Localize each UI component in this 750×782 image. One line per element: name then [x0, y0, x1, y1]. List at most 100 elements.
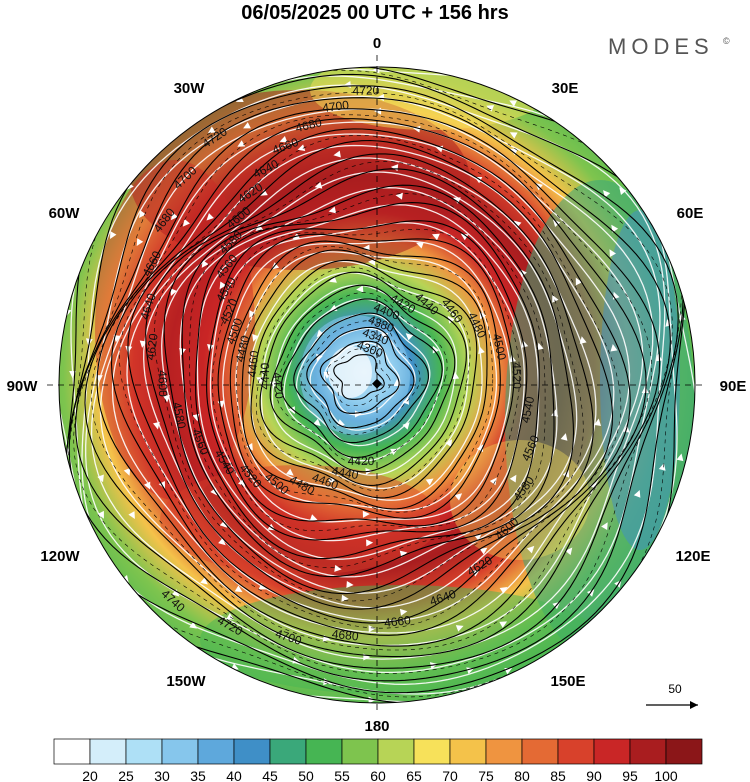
streamline [99, 121, 644, 647]
lon-label-0: 0 [373, 35, 381, 52]
streamline-arrow-icon [207, 126, 216, 134]
colorbar-cell [305, 738, 343, 765]
streamline-arrow-icon [499, 587, 508, 594]
contour-label: 4540 [518, 395, 537, 424]
streamline-arrow-icon [579, 336, 587, 344]
streamline [209, 222, 525, 542]
streamline [271, 284, 457, 476]
contour-line [241, 249, 488, 510]
colorbar-cell [341, 738, 379, 765]
colorbar-label: 65 [406, 768, 422, 782]
colorbar-cell [449, 738, 487, 765]
streamline-arrow-icon [249, 310, 256, 318]
contour-line [181, 184, 555, 578]
streamline-arrow-icon [170, 288, 177, 296]
contour-line [306, 326, 415, 429]
streamline-arrow-icon [329, 276, 337, 283]
lon-label-60w: 60W [49, 205, 81, 222]
contour-line [269, 284, 456, 473]
lon-label-30e: 30E [552, 80, 579, 97]
colorbar-cell [521, 738, 559, 765]
streamline [126, 144, 615, 622]
streamline-arrow-icon [128, 511, 135, 519]
patch-se-yellow [450, 440, 590, 560]
streamline-arrow-icon [110, 231, 117, 239]
streamline-arrow-icon [460, 233, 469, 241]
lon-label-90w: 90W [7, 378, 39, 395]
streamline-arrow-icon [478, 346, 485, 355]
streamline-arrow-icon [123, 468, 131, 476]
streamline-arrow-icon [246, 443, 253, 451]
lon-label-90e: 90E [720, 378, 747, 395]
streamline [161, 171, 578, 594]
streamline-arrow-icon [676, 453, 684, 462]
colorbar-cell [233, 738, 271, 765]
streamline-arrow-icon [399, 608, 408, 616]
colorbar-label: 35 [190, 768, 206, 782]
streamline-arrow-icon [445, 439, 453, 447]
streamline-arrow-icon [366, 539, 374, 547]
streamline-arrow-icon [258, 690, 267, 698]
streamline-arrow-icon [328, 476, 337, 483]
contour-label: 4720 [352, 83, 379, 98]
streamline-arrow-icon [416, 241, 424, 249]
lon-label-150e: 150E [550, 673, 585, 690]
streamline-arrow-icon [545, 103, 553, 111]
contour-label: 4580 [170, 401, 189, 430]
contour-line [84, 108, 661, 658]
contour-line [163, 168, 575, 595]
streamline-arrow-icon [189, 621, 197, 629]
streamline-arrow-icon [136, 238, 144, 246]
streamline-arrow-icon [641, 386, 649, 394]
streamline-arrow-icon [447, 315, 455, 324]
contour-label: 4440 [258, 362, 272, 389]
streamline-arrow-icon [314, 181, 323, 189]
contour-label: 4420 [348, 454, 375, 468]
streamline-arrow-icon [237, 140, 246, 147]
contour-line [68, 85, 679, 682]
streamline-arrow-icon [644, 197, 652, 206]
streamline-arrow-icon [243, 122, 251, 129]
patch-north-yellow [310, 67, 550, 130]
streamline-arrow-icon [489, 477, 497, 486]
streamline-arrow-icon [499, 621, 508, 628]
streamline-arrow-icon [255, 224, 264, 231]
contour-line-dashed [327, 348, 391, 406]
streamline-arrow-icon [374, 107, 382, 115]
streamline-arrow-icon [362, 510, 370, 518]
streamline-arrow-icon [376, 93, 384, 101]
contour-line [229, 240, 501, 519]
streamline-arrow-icon [619, 187, 627, 195]
colorbar-cell [125, 738, 163, 765]
colorbar-label: 30 [154, 768, 170, 782]
contour-label: 4440 [331, 464, 360, 483]
streamline-arrow-icon [452, 371, 460, 380]
brand-name: MODES [608, 34, 714, 59]
contour-label: 4480 [233, 334, 253, 363]
height-contours [64, 67, 686, 703]
colorbar-label: 80 [514, 768, 530, 782]
contour-line [259, 271, 467, 486]
colorbar-label: 75 [478, 768, 494, 782]
contour-line-dashed [189, 193, 546, 568]
streamline-arrow-icon [288, 406, 295, 415]
colorbar-label: 70 [442, 768, 458, 782]
streamline [179, 187, 558, 578]
contour-line-dashed [119, 135, 622, 629]
contour-line-dashed [212, 228, 520, 532]
contour-line [206, 220, 528, 541]
contour-line [96, 118, 647, 647]
streamline-arrow-icon [610, 344, 618, 352]
lon-label-30w: 30W [174, 80, 206, 97]
contour-line [127, 139, 614, 624]
contour-line [293, 312, 429, 444]
streamline-arrow-icon [42, 371, 49, 378]
streamline-arrow-icon [163, 395, 171, 403]
streamline-arrow-icon [139, 210, 146, 218]
colorbar-cell [197, 738, 235, 765]
streamline-arrow-icon [509, 474, 517, 483]
contour-line [110, 128, 631, 636]
streamline-arrow-icon [206, 213, 214, 221]
colorbar-cell [413, 738, 451, 765]
streamline-arrow-icon [341, 594, 349, 602]
